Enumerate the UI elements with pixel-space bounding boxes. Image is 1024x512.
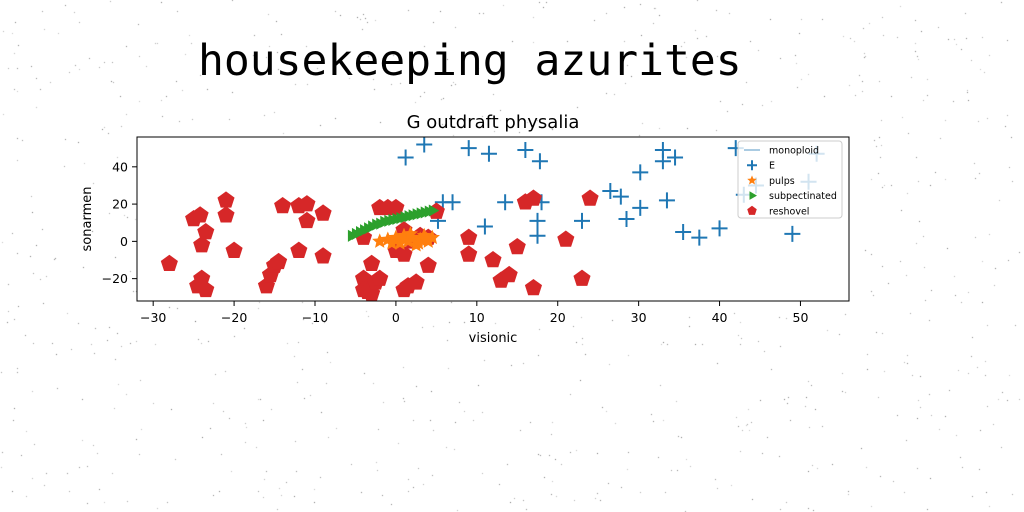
E-point: [416, 136, 433, 153]
x-tick-label: −10: [302, 310, 328, 325]
E-point: [444, 194, 461, 211]
reshovel-point: [395, 245, 413, 262]
reshovel-point: [193, 236, 211, 253]
E-point: [476, 218, 493, 235]
E-point: [397, 149, 414, 166]
data-marks: [160, 136, 825, 301]
y-tick-label: 40: [112, 159, 128, 174]
reshovel-point: [298, 195, 316, 212]
reshovel-point: [573, 269, 591, 286]
reshovel-point: [581, 189, 599, 206]
x-tick-label: −20: [221, 310, 247, 325]
E-point: [667, 149, 684, 166]
E-point: [691, 229, 708, 246]
E-point: [654, 153, 671, 170]
x-axis: −30 −20 −10 0 10 20 30 40 50: [140, 301, 808, 325]
reshovel-point: [419, 256, 437, 273]
x-tick-label: 20: [550, 310, 566, 325]
reshovel-point: [217, 206, 235, 223]
x-axis-label: visionic: [469, 331, 518, 346]
reshovel-point: [197, 280, 215, 298]
reshovel-point: [270, 252, 288, 270]
E-point: [658, 192, 675, 209]
legend-label: pulps: [769, 176, 795, 187]
y-tick-label: −20: [102, 271, 128, 286]
reshovel-point: [298, 211, 316, 229]
E-point: [480, 145, 497, 162]
reshovel-point: [354, 269, 373, 286]
pulps-point: [392, 235, 408, 250]
reshovel-point: [314, 204, 332, 221]
E-point: [632, 199, 649, 216]
x-tick-label: −30: [140, 310, 166, 325]
E-point: [632, 164, 649, 181]
legend-marker-subpectinated: [749, 191, 757, 200]
reshovel-point: [160, 254, 178, 272]
legend-box: [737, 140, 843, 219]
chart-title: G outdraft physalia: [407, 112, 580, 133]
E-point: [618, 211, 635, 227]
pulps-point: [402, 225, 419, 241]
E-point: [517, 142, 534, 159]
E-point: [574, 212, 590, 229]
E-point: [675, 224, 692, 241]
reshovel-point: [524, 189, 543, 206]
pulps-point: [419, 231, 435, 246]
subpectinated-point: [428, 204, 440, 217]
x-tick-label: 50: [793, 310, 809, 325]
E-point: [460, 140, 477, 157]
plot-area: [137, 137, 849, 301]
reshovel-point: [484, 251, 502, 268]
x-tick-label: 30: [631, 310, 647, 325]
reshovel-point: [363, 254, 381, 272]
y-axis: −20 0 20 40: [102, 159, 137, 286]
reshovel-point: [290, 241, 308, 258]
x-tick-label: 40: [712, 310, 728, 325]
E-point: [784, 225, 801, 242]
reshovel-point: [460, 245, 478, 262]
reshovel-point: [407, 273, 425, 290]
y-tick-label: 0: [120, 234, 128, 249]
reshovel-point: [557, 230, 575, 247]
reshovel-point: [225, 241, 243, 258]
legend-label: monoploid: [769, 146, 819, 157]
E-point: [612, 188, 629, 205]
reshovel-point: [500, 265, 518, 283]
reshovel-point: [524, 278, 543, 296]
plot-frame: [136, 136, 850, 302]
E-point: [529, 227, 546, 244]
y-tick-label: 20: [112, 197, 128, 212]
pulps-point: [410, 235, 427, 250]
y-axis-label: sonarmen: [80, 187, 95, 252]
E-point: [531, 153, 548, 170]
legend-label: E: [769, 161, 775, 172]
x-tick-label: 10: [469, 310, 485, 325]
reshovel-point: [217, 191, 235, 208]
reshovel-point: [197, 223, 215, 240]
E-point: [497, 194, 514, 211]
legend-label: subpectinated: [769, 191, 837, 202]
reshovel-point: [371, 269, 389, 286]
legend-marker-E: [747, 160, 757, 171]
reshovel-point: [191, 206, 209, 223]
reshovel-point: [387, 198, 405, 216]
reshovel-point: [508, 237, 526, 255]
E-point: [529, 212, 546, 229]
E-point: [711, 220, 728, 237]
reshovel-point: [274, 196, 292, 214]
E-point: [602, 183, 619, 200]
pulps-point: [384, 235, 400, 250]
page-title: housekeeping azurites: [198, 36, 742, 86]
reshovel-point: [460, 228, 478, 245]
reshovel-point: [314, 247, 332, 264]
x-tick-label: 0: [392, 310, 400, 325]
legend-label: reshovel: [769, 206, 809, 217]
legend-marker-pulps: [747, 175, 757, 185]
legend-marker-reshovel: [747, 205, 757, 215]
